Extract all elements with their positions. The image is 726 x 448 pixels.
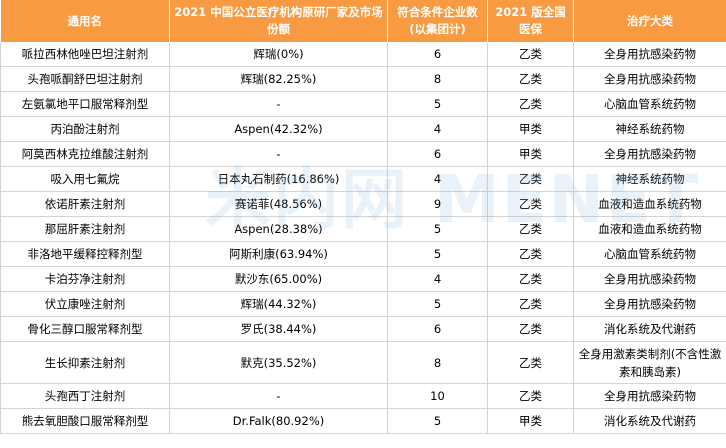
table-row: 伏立康唑注射剂 辉瑞(44.32%) 5 乙类 全身用抗感染药物	[0, 291, 726, 317]
table-row: 阿莫西林克拉维酸注射剂 -6 甲类 全身用抗感染药物	[0, 141, 726, 167]
cell-generic-name: 生长抑素注射剂	[0, 341, 170, 384]
cell-qualified-companies: 6	[387, 141, 488, 167]
cell-generic-name: 吸入用七氟烷	[0, 166, 170, 192]
header-originator-share: 2021 中国公立医疗机构原研厂家及市场份额	[169, 0, 388, 42]
cell-insurance-class: 乙类	[487, 42, 574, 67]
cell-therapeutic-class: 血液和造血系统药物	[573, 216, 726, 242]
cell-originator-share: Aspen(28.38%)	[169, 216, 388, 242]
cell-originator-share: 辉瑞(82.25%)	[169, 66, 388, 92]
cell-qualified-companies: 8	[387, 66, 488, 92]
cell-insurance-class: 乙类	[487, 383, 574, 409]
cell-qualified-companies: 9	[387, 191, 488, 217]
table-row: 头孢哌酮舒巴坦注射剂 辉瑞(82.25%) 8 乙类 全身用抗感染药物	[0, 66, 726, 92]
cell-originator-share: 阿斯利康(63.94%)	[169, 241, 388, 267]
cell-originator-share: Aspen(42.32%)	[169, 116, 388, 142]
cell-qualified-companies: 4	[387, 116, 488, 142]
cell-generic-name: 那屈肝素注射剂	[0, 216, 170, 242]
header-generic-name: 通用名	[0, 0, 170, 42]
cell-therapeutic-class: 全身用抗感染药物	[573, 42, 726, 67]
cell-qualified-companies: 10	[387, 383, 488, 409]
cell-therapeutic-class: 全身用激素类制剂(不含性激素和胰岛素)	[573, 341, 726, 384]
cell-insurance-class: 乙类	[487, 316, 574, 342]
cell-therapeutic-class: 心脑血管系统药物	[573, 91, 726, 117]
cell-insurance-class: 乙类	[487, 166, 574, 192]
cell-therapeutic-class: 血液和造血系统药物	[573, 191, 726, 217]
cell-insurance-class: 乙类	[487, 341, 574, 384]
cell-therapeutic-class: 全身用抗感染药物	[573, 383, 726, 409]
cell-originator-share: 罗氏(38.44%)	[169, 316, 388, 342]
cell-generic-name: 依诺肝素注射剂	[0, 191, 170, 217]
header-therapeutic-class: 治疗大类	[573, 0, 726, 42]
table-row: 那屈肝素注射剂 Aspen(28.38%) 5 乙类 血液和造血系统药物	[0, 216, 726, 242]
table-row: 依诺肝素注射剂 赛诺菲(48.56%) 9 乙类 血液和造血系统药物	[0, 191, 726, 217]
cell-qualified-companies: 5	[387, 291, 488, 317]
cell-therapeutic-class: 全身用抗感染药物	[573, 291, 726, 317]
table-row: 骨化三醇口服常释剂型 罗氏(38.44%) 6 乙类 消化系统及代谢药	[0, 316, 726, 342]
table-row: 生长抑素注射剂 默克(35.52%) 8 乙类 全身用激素类制剂(不含性激素和胰岛素)	[0, 341, 726, 384]
cell-generic-name: 哌拉西林他唑巴坦注射剂	[0, 42, 170, 67]
cell-originator-share: 日本丸石制药(16.86%)	[169, 166, 388, 192]
cell-originator-share: 辉瑞(0%)	[169, 42, 388, 67]
cell-therapeutic-class: 全身用抗感染药物	[573, 266, 726, 292]
table-header-row: 通用名 2021 中国公立医疗机构原研厂家及市场份额 符合条件企业数(以集团计)…	[0, 0, 726, 42]
cell-qualified-companies: 5	[387, 241, 488, 267]
header-qualified-companies: 符合条件企业数(以集团计)	[387, 0, 488, 42]
cell-therapeutic-class: 神经系统药物	[573, 166, 726, 192]
cell-qualified-companies: 6	[387, 42, 488, 67]
table-row: 左氨氯地平口服常释剂型 -5 乙类 心脑血管系统药物	[0, 91, 726, 117]
cell-qualified-companies: 5	[387, 91, 488, 117]
table-row: 丙泊酚注射剂 Aspen(42.32%) 4 甲类 神经系统药物	[0, 116, 726, 142]
cell-insurance-class: 乙类	[487, 266, 574, 292]
header-insurance-class: 2021 版全国医保	[487, 0, 574, 42]
cell-qualified-companies: 4	[387, 266, 488, 292]
cell-insurance-class: 乙类	[487, 66, 574, 92]
cell-generic-name: 头孢西丁注射剂	[0, 383, 170, 409]
cell-therapeutic-class: 全身用抗感染药物	[573, 141, 726, 167]
cell-qualified-companies: 8	[387, 341, 488, 384]
cell-insurance-class: 乙类	[487, 241, 574, 267]
table-row: 熊去氧胆酸口服常释剂型 Dr.Falk(80.92%) 5 甲类 消化系统及代谢药	[0, 408, 726, 434]
cell-insurance-class: 乙类	[487, 91, 574, 117]
cell-therapeutic-class: 消化系统及代谢药	[573, 316, 726, 342]
table-row: 头孢西丁注射剂 -10 乙类 全身用抗感染药物	[0, 383, 726, 409]
cell-insurance-class: 乙类	[487, 216, 574, 242]
table-row: 卡泊芬净注射剂 默沙东(65.00%) 4 乙类 全身用抗感染药物	[0, 266, 726, 292]
cell-originator-share: -	[169, 141, 388, 167]
table-row: 哌拉西林他唑巴坦注射剂 辉瑞(0%) 6 乙类 全身用抗感染药物	[0, 42, 726, 67]
table-row: 吸入用七氟烷 日本丸石制药(16.86%) 4 乙类 神经系统药物	[0, 166, 726, 192]
cell-generic-name: 卡泊芬净注射剂	[0, 266, 170, 292]
cell-therapeutic-class: 消化系统及代谢药	[573, 408, 726, 434]
cell-originator-share: -	[169, 91, 388, 117]
cell-generic-name: 熊去氧胆酸口服常释剂型	[0, 408, 170, 434]
cell-generic-name: 伏立康唑注射剂	[0, 291, 170, 317]
drug-data-table: 通用名 2021 中国公立医疗机构原研厂家及市场份额 符合条件企业数(以集团计)…	[0, 0, 726, 434]
cell-generic-name: 阿莫西林克拉维酸注射剂	[0, 141, 170, 167]
cell-qualified-companies: 5	[387, 408, 488, 434]
cell-originator-share: -	[169, 383, 388, 409]
table-body: 哌拉西林他唑巴坦注射剂 辉瑞(0%) 6 乙类 全身用抗感染药物 头孢哌酮舒巴坦注射剂 辉瑞…	[0, 42, 726, 434]
cell-originator-share: 默沙东(65.00%)	[169, 266, 388, 292]
cell-qualified-companies: 6	[387, 316, 488, 342]
cell-generic-name: 骨化三醇口服常释剂型	[0, 316, 170, 342]
cell-therapeutic-class: 神经系统药物	[573, 116, 726, 142]
cell-insurance-class: 甲类	[487, 116, 574, 142]
cell-therapeutic-class: 心脑血管系统药物	[573, 241, 726, 267]
cell-generic-name: 头孢哌酮舒巴坦注射剂	[0, 66, 170, 92]
cell-originator-share: 辉瑞(44.32%)	[169, 291, 388, 317]
cell-insurance-class: 甲类	[487, 141, 574, 167]
cell-generic-name: 非洛地平缓释控释剂型	[0, 241, 170, 267]
cell-insurance-class: 甲类	[487, 408, 574, 434]
cell-generic-name: 左氨氯地平口服常释剂型	[0, 91, 170, 117]
cell-originator-share: Dr.Falk(80.92%)	[169, 408, 388, 434]
cell-therapeutic-class: 全身用抗感染药物	[573, 66, 726, 92]
cell-insurance-class: 乙类	[487, 291, 574, 317]
cell-originator-share: 默克(35.52%)	[169, 341, 388, 384]
cell-originator-share: 赛诺菲(48.56%)	[169, 191, 388, 217]
cell-qualified-companies: 4	[387, 166, 488, 192]
cell-qualified-companies: 5	[387, 216, 488, 242]
cell-insurance-class: 乙类	[487, 191, 574, 217]
table-row: 非洛地平缓释控释剂型 阿斯利康(63.94%) 5 乙类 心脑血管系统药物	[0, 241, 726, 267]
cell-generic-name: 丙泊酚注射剂	[0, 116, 170, 142]
